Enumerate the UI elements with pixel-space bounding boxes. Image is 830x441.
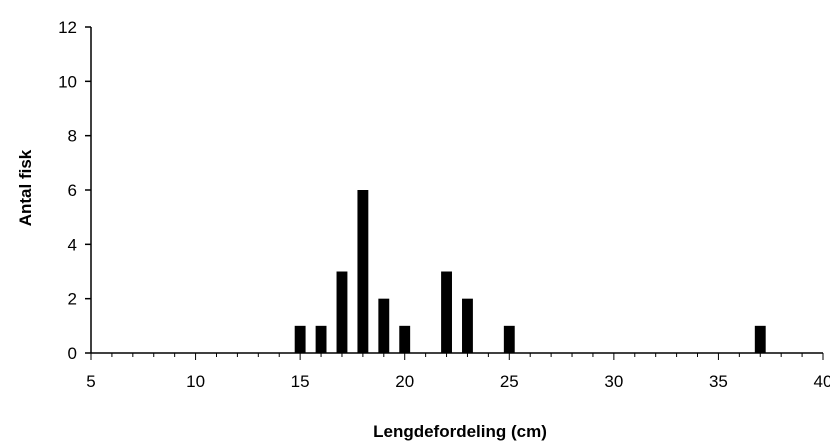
bar [754, 325, 766, 353]
y-tick-label: 6 [68, 181, 77, 200]
bar [294, 325, 306, 353]
x-tick-label: 30 [604, 372, 623, 391]
y-tick-label: 4 [68, 235, 77, 254]
x-tick-label: 35 [709, 372, 728, 391]
x-tick-label: 10 [186, 372, 205, 391]
y-tick-label: 2 [68, 290, 77, 309]
x-tick-label: 20 [395, 372, 414, 391]
bar [503, 325, 515, 353]
x-tick-label: 25 [500, 372, 519, 391]
y-axis-title: Antal fisk [16, 149, 35, 226]
bar [378, 298, 390, 353]
y-tick-label: 8 [68, 127, 77, 146]
y-ticks-group: 0 2 4 6 8 10 12 [58, 18, 91, 363]
bar [315, 325, 327, 353]
bar [336, 271, 348, 353]
y-tick-label: 10 [58, 72, 77, 91]
x-ticks-group: 5 10 15 20 25 30 35 40 [86, 353, 830, 391]
y-tick-label: 12 [58, 18, 77, 37]
x-tick-label: 40 [814, 372, 830, 391]
bar [399, 325, 411, 353]
x-tick-label: 5 [86, 372, 95, 391]
x-axis-title: Lengdefordeling (cm) [373, 422, 547, 441]
x-tick-label: 15 [291, 372, 310, 391]
bar [357, 190, 369, 353]
y-tick-label: 0 [68, 344, 77, 363]
bars-group [294, 190, 766, 353]
bar [441, 271, 452, 353]
bar [462, 298, 473, 353]
